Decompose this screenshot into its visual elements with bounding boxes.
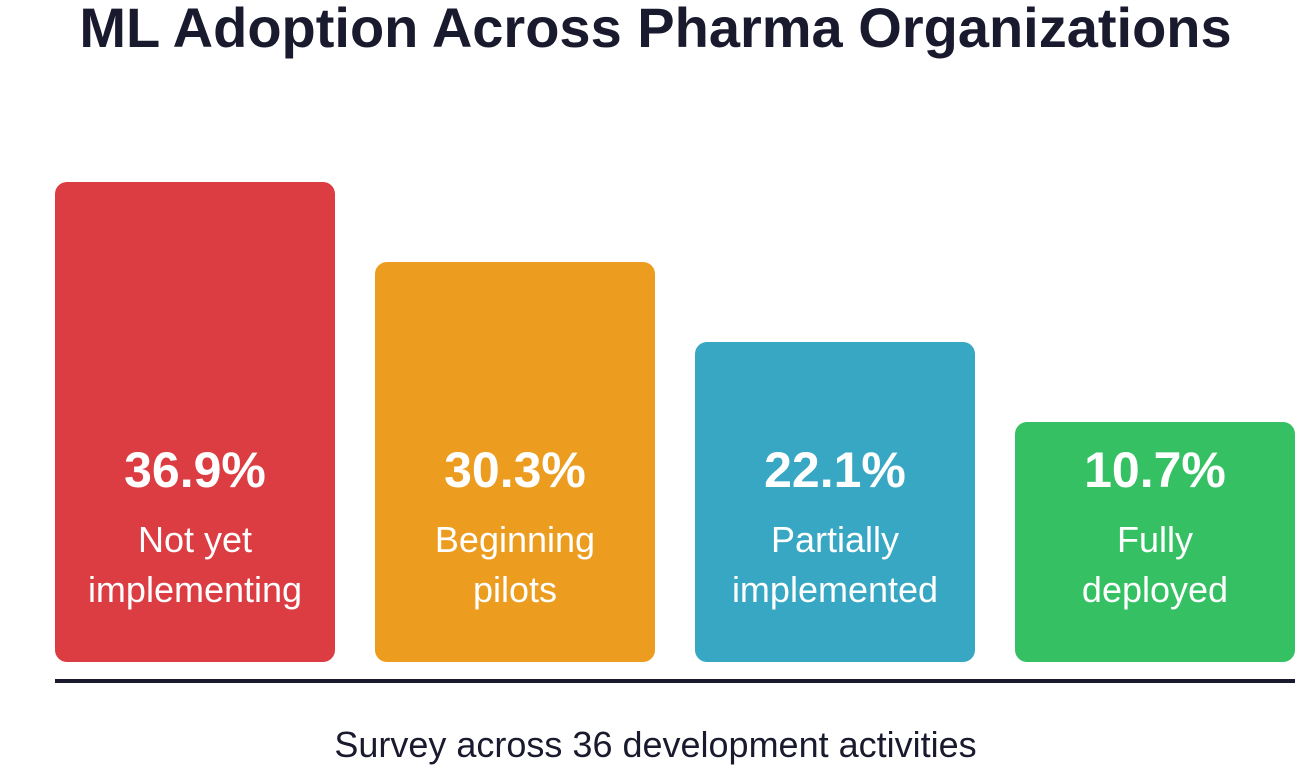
bar-2: 22.1% Partially implemented [695,342,975,662]
bar-category-label: Partially implemented [731,519,939,610]
bar-value-label: 22.1% [764,442,906,498]
chart-title: ML Adoption Across Pharma Organizations [79,0,1232,59]
bar-category-label: Beginning pilots [434,519,596,610]
bar-value-label: 30.3% [444,442,586,498]
bar-1: 30.3% Beginning pilots [375,262,655,662]
chart-caption: Survey across 36 development activities [334,724,977,765]
bar-value-label: 36.9% [124,442,266,498]
bar-category-label: Not yet implementing [87,519,303,610]
x-axis-line [55,679,1295,683]
bar-3: 10.7% Fully deployed [1015,422,1295,662]
bar-category-label: Fully deployed [1081,519,1229,610]
bar-0: 36.9% Not yet implementing [55,182,335,662]
bar-value-label: 10.7% [1084,442,1226,498]
